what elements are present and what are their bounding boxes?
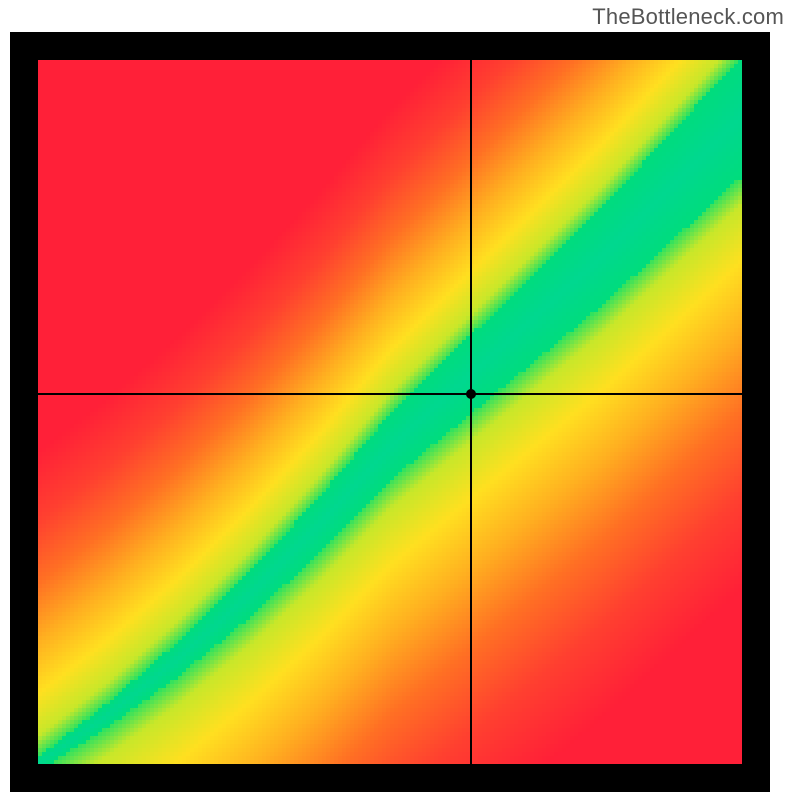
- watermark-text: TheBottleneck.com: [592, 4, 784, 30]
- plot-frame: [10, 32, 770, 792]
- chart-container: TheBottleneck.com: [0, 0, 800, 800]
